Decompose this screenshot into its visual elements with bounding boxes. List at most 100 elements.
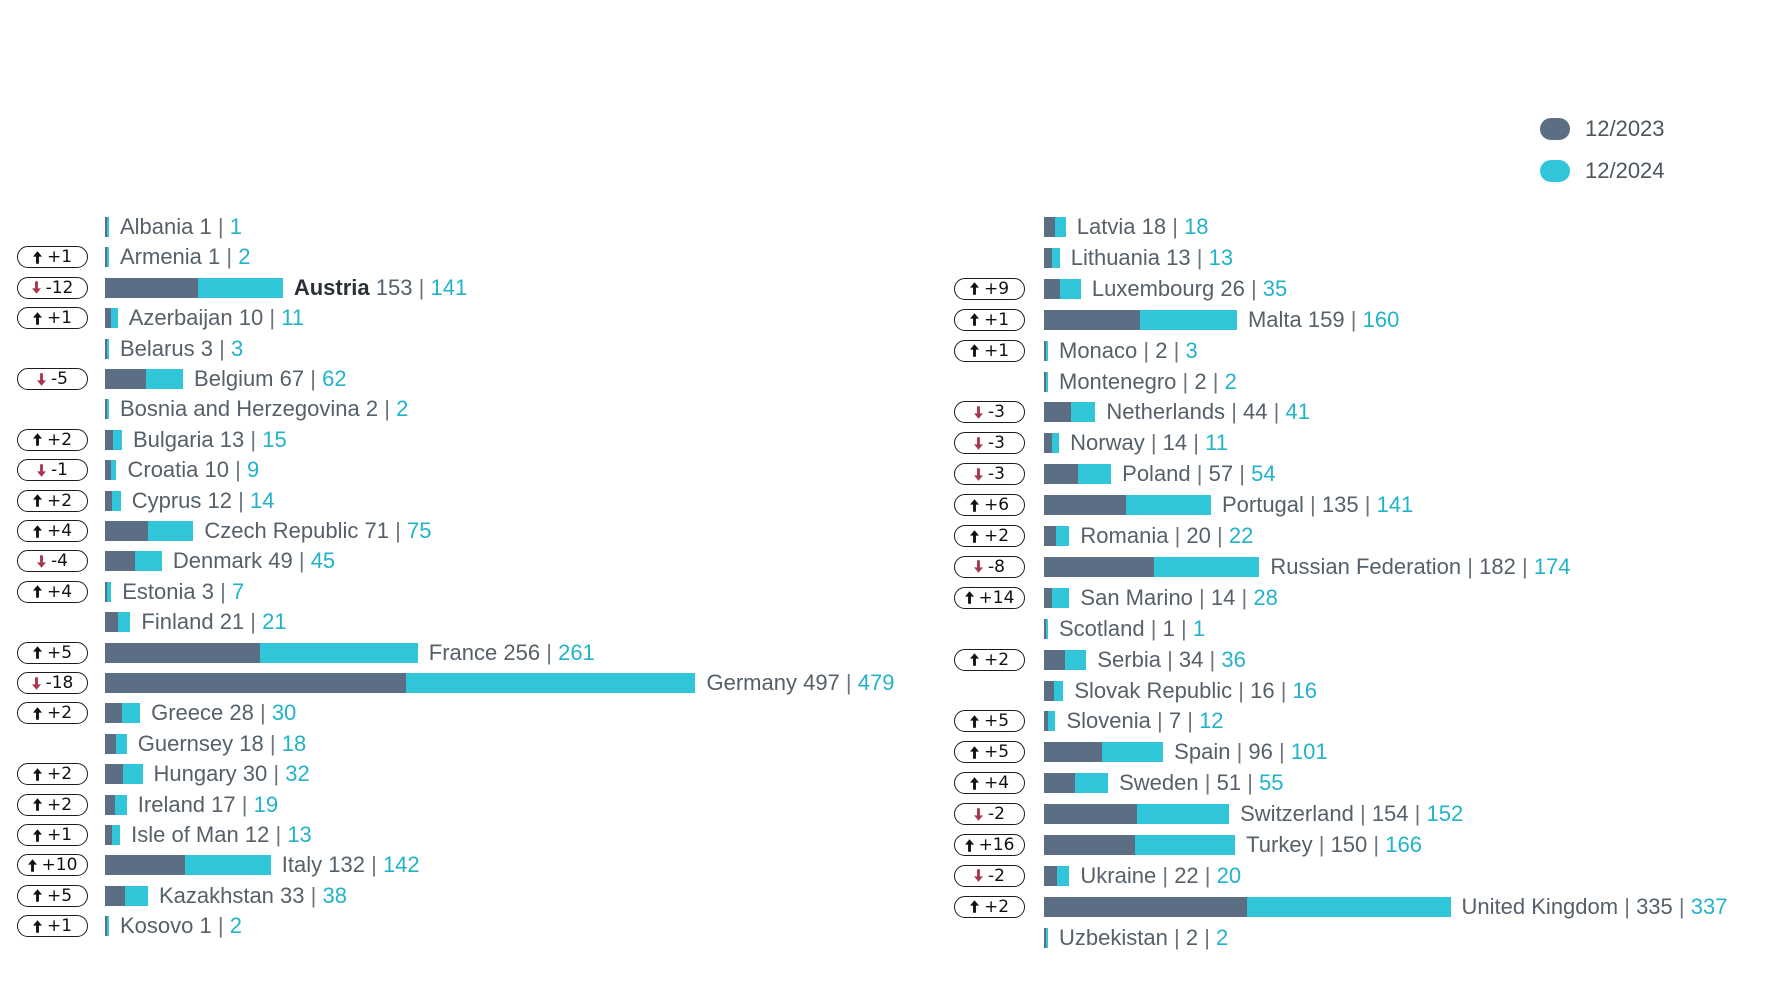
bar-label: Isle of Man 12 | 13	[131, 823, 312, 847]
value-separator: |	[1678, 893, 1685, 919]
arrow-up-icon	[964, 838, 974, 852]
bar-label: Serbia | 34 | 36	[1097, 646, 1246, 672]
value-2023: 26	[1220, 275, 1245, 301]
value-2023: 3	[200, 335, 213, 361]
bar-segment-2023	[1044, 433, 1053, 454]
country-name: Kazakhstan	[158, 882, 274, 908]
bar-segment-2023	[105, 460, 112, 481]
country-name: Denmark	[172, 548, 263, 574]
bar-segment-2023	[105, 612, 118, 633]
bar-label: Russian Federation | 182 | 174	[1270, 554, 1570, 579]
bar-label: Czech Republic 71 | 75	[204, 519, 431, 543]
bar-label: Finland 21 | 21	[141, 610, 286, 634]
arrow-up-icon	[969, 344, 979, 357]
bar-segment-2023	[1044, 340, 1046, 361]
name-separator: |	[1173, 924, 1180, 950]
bar-segment-2024	[1046, 618, 1048, 639]
bar-segment-2024	[1078, 464, 1112, 485]
bar-segment-2024	[1052, 433, 1060, 454]
value-2024: 141	[1376, 492, 1414, 518]
bar-segment-2023	[1044, 865, 1058, 886]
country-name: Latvia	[1076, 214, 1136, 239]
value-2023: 33	[280, 882, 305, 908]
value-separator: |	[217, 913, 224, 939]
bar-segment-2024	[197, 277, 283, 298]
value-2024: 14	[249, 487, 275, 513]
change-value: +4	[46, 581, 73, 602]
bar-segment-2024	[1056, 526, 1070, 546]
bar-segment-2023	[105, 673, 406, 693]
bar-segment-2023	[105, 551, 135, 572]
change-badge: -3	[954, 463, 1025, 486]
bar-segment-2023	[105, 369, 146, 389]
arrow-up-icon	[32, 919, 42, 933]
bar-label: Azerbaijan 10 | 11	[129, 306, 304, 330]
change-value: +2	[46, 429, 73, 450]
name-separator: |	[1236, 739, 1243, 765]
value-separator: |	[1204, 924, 1210, 950]
name-separator: |	[1167, 646, 1173, 672]
change-value: +16	[978, 835, 1015, 855]
change-value: -3	[988, 464, 1005, 485]
value-separator: |	[1250, 275, 1257, 301]
change-badge: +4	[17, 580, 88, 603]
value-separator: |	[1180, 615, 1187, 641]
bar-label: Montenegro | 2 | 2	[1059, 368, 1237, 394]
change-value: +9	[983, 278, 1010, 299]
change-badge: -3	[954, 432, 1025, 455]
arrow-up-icon	[969, 715, 979, 728]
bar-segment-2024	[121, 703, 141, 724]
bar-segment-2023	[105, 764, 124, 785]
change-value: -2	[988, 804, 1005, 825]
bar-label: Kosovo 1 | 2	[120, 914, 242, 938]
value-separator: |	[269, 730, 276, 756]
country-name: Italy	[281, 852, 323, 878]
legend-label: 12/2024	[1585, 158, 1665, 183]
value-2024: 18	[281, 730, 307, 756]
bar-segment-2023	[105, 916, 107, 937]
country-name: Slovenia	[1066, 708, 1151, 734]
change-badge: +5	[954, 741, 1025, 764]
change-value: +2	[983, 526, 1010, 546]
bar-label: Malta 159 | 160	[1248, 306, 1399, 332]
change-badge: +5	[954, 710, 1025, 733]
country-name: Montenegro	[1059, 368, 1177, 394]
bar-label: Ukraine | 22 | 20	[1080, 862, 1241, 888]
arrow-down-icon	[31, 281, 41, 295]
value-separator: |	[395, 518, 401, 543]
bar-segment-2023	[1044, 402, 1071, 423]
bar-segment-2023	[1044, 896, 1247, 917]
value-2023: 159	[1307, 306, 1345, 332]
value-separator: |	[310, 882, 317, 908]
value-2023: 2	[1194, 368, 1207, 394]
change-badge: +5	[17, 884, 88, 907]
name-separator: |	[1318, 832, 1325, 857]
bar-segment-2024	[184, 855, 271, 876]
change-value: -2	[988, 865, 1005, 886]
country-name: Ukraine	[1080, 862, 1157, 888]
bar-label: Bosnia and Herzegovina 2 | 2	[120, 397, 408, 421]
name-separator: |	[1359, 801, 1366, 827]
value-2023: 71	[364, 518, 390, 543]
value-separator: |	[217, 214, 224, 239]
country-name: United Kingdom	[1461, 893, 1619, 919]
name-separator: |	[1624, 893, 1630, 919]
country-name: Lithuania	[1070, 244, 1161, 270]
value-2024: 166	[1385, 832, 1422, 857]
bar-segment-2023	[1044, 495, 1126, 516]
country-name: Azerbaijan	[128, 305, 233, 331]
bar-segment-2024	[1059, 278, 1081, 299]
value-2023: 21	[219, 609, 245, 635]
country-name: Hungary	[153, 761, 237, 787]
bar-label: Poland | 57 | 54	[1122, 462, 1275, 486]
bar-segment-2023	[105, 399, 107, 420]
value-2024: 22	[1228, 523, 1254, 548]
value-separator: |	[220, 578, 226, 604]
value-2024: 142	[382, 852, 420, 878]
bar-segment-2023	[1044, 773, 1075, 794]
change-badge: -12	[17, 276, 88, 299]
country-name: Bulgaria	[132, 426, 214, 452]
value-separator: |	[1273, 399, 1280, 425]
country-name: Ireland	[137, 791, 206, 817]
